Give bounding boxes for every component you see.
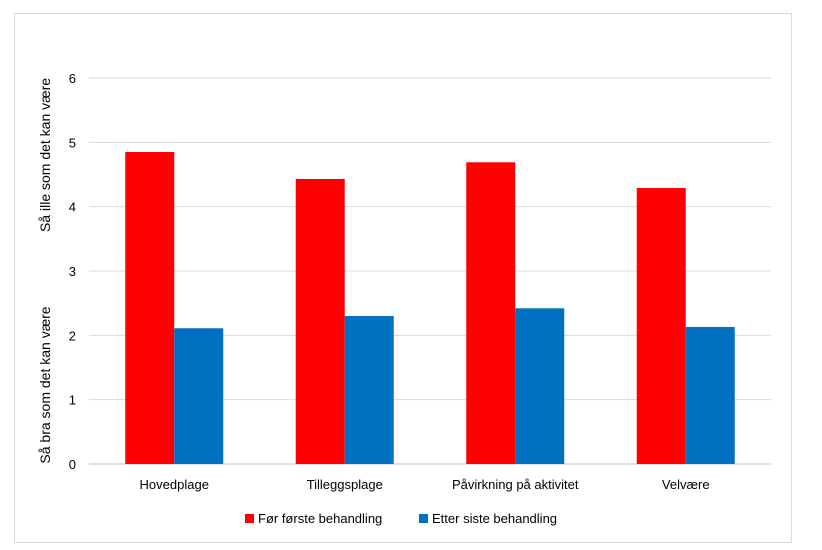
- y-tick-label: 4: [69, 200, 76, 215]
- bar-after: [515, 308, 565, 464]
- bar-after: [344, 316, 394, 464]
- bars: [125, 151, 735, 464]
- y-tick-labels: 0 1 2 3 4 5 6: [69, 71, 76, 472]
- legend: Før første behandling Etter siste behand…: [245, 511, 557, 526]
- legend-swatch-before: [245, 514, 254, 523]
- y-tick-label: 1: [69, 393, 76, 408]
- bar-before: [466, 162, 516, 464]
- y-tick-label: 2: [69, 328, 76, 343]
- x-category-label: Tilleggsplage: [307, 477, 383, 492]
- x-category-labels: Hovedplage Tilleggsplage Påvirkning på akt…: [140, 477, 710, 492]
- bar-before: [636, 188, 686, 464]
- y-tick-label: 5: [69, 135, 76, 150]
- bar-after: [685, 326, 735, 464]
- bar-after: [174, 328, 224, 464]
- legend-swatch-after: [419, 514, 428, 523]
- legend-label-before: Før første behandling: [258, 511, 382, 526]
- y-tick-label: 0: [69, 457, 76, 472]
- x-category-label: Velvære: [662, 477, 710, 492]
- legend-label-after: Etter siste behandling: [432, 511, 557, 526]
- y-axis-label-top: Så ille som det kan være: [37, 78, 53, 232]
- bar-before: [295, 179, 345, 464]
- y-axis-label-bottom: Så bra som det kan være: [37, 306, 53, 463]
- x-category-label: Hovedplage: [140, 477, 209, 492]
- y-tick-label: 6: [69, 71, 76, 86]
- y-tick-label: 3: [69, 264, 76, 279]
- x-category-label: Påvirkning på aktivitet: [452, 477, 579, 492]
- bar-before: [125, 151, 175, 464]
